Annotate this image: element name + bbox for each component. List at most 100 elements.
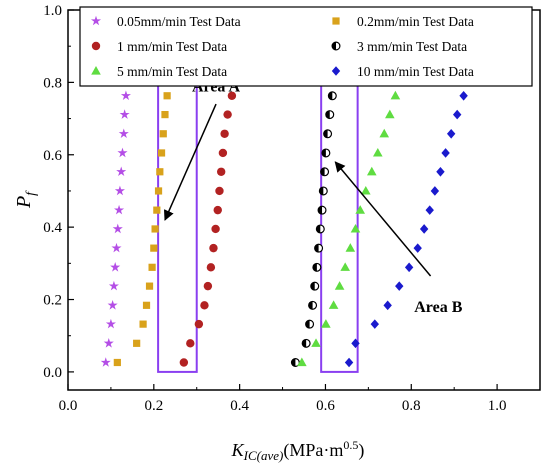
x-tick-label: 0.0 [59,398,78,414]
data-point [111,242,122,253]
data-point [223,110,232,119]
data-point [318,186,328,196]
data-point [311,338,321,347]
legend-box [79,6,533,87]
legend-marker [90,15,102,26]
data-point [108,280,119,291]
y-axis-label: Pf [13,190,39,209]
legend-item: 10 mm/min Test Data [331,64,474,79]
y-axis: 0.0 0.2 0.4 0.6 0.8 1.0 [43,3,74,381]
data-point [107,300,118,310]
x-tick-label: 0.2 [144,398,163,414]
data-point [116,166,127,177]
data-point [133,339,141,347]
legend-marker [91,41,101,51]
data-point [148,263,156,271]
data-point [351,338,360,349]
data-point [321,319,331,328]
y-tick-label: 1.0 [43,3,62,19]
area-a-arrow [163,103,217,221]
data-point [385,109,395,119]
data-point [227,91,237,100]
legend-label: 0.2mm/min Test Data [357,14,474,29]
data-point [100,357,111,367]
data-point [110,262,121,272]
data-point [370,319,379,329]
data-point [419,224,429,234]
data-point [413,243,422,253]
data-point [360,185,371,195]
data-point [355,205,366,214]
data-point [105,318,116,329]
data-point [452,109,462,120]
x-tick-label: 1.0 [488,398,507,414]
data-point [139,320,147,328]
data-point [215,186,224,196]
x-axis: 0.0 0.2 0.4 0.6 0.8 1.0 [59,384,507,414]
data-point [218,148,228,158]
legend-marker [332,17,340,25]
data-point [203,281,213,291]
data-point [151,225,159,233]
legend-item: 1 mm/min Test Data [91,39,227,54]
data-point [345,243,356,252]
data-point [297,357,307,367]
data-point [114,204,125,215]
legend-label: 0.05mm/min Test Data [117,14,241,29]
legend-item: 5 mm/min Test Data [91,64,227,79]
data-point [186,339,195,348]
data-point [120,90,131,101]
data-point [206,263,216,272]
data-point [211,224,220,234]
legend-item: 0.05mm/min Test Data [90,14,241,29]
legend-label: 10 mm/min Test Data [357,64,474,79]
data-point [441,148,450,158]
data-point [157,149,166,157]
area-b-label: Area B [414,299,462,316]
data-point [317,205,327,215]
data-point [114,185,125,196]
data-point [216,167,226,176]
data-point [327,91,337,101]
data-point [312,262,322,272]
data-point [154,187,163,195]
legend-label: 1 mm/min Test Data [117,39,227,54]
data-point [315,224,325,234]
data-point [314,243,324,253]
data-point [373,147,383,157]
legend-marker [91,66,101,75]
data-point [425,205,434,215]
y-tick-label: 0.0 [43,365,62,381]
data-point [308,300,318,310]
data-point [142,301,151,309]
data-point [209,243,218,253]
x-tick-label: 0.8 [402,398,421,414]
legend-item: 3 mm/min Test Data [331,39,467,54]
data-point [328,300,339,309]
area-b-arrow [334,161,432,277]
data-point [145,282,154,290]
data-point [366,166,377,176]
data-point [395,281,404,291]
legend-item: 0.2mm/min Test Data [332,14,474,29]
y-tick-label: 0.6 [43,148,62,164]
data-point [112,223,123,234]
data-point [430,186,440,196]
data-point [446,128,456,139]
data-point [153,206,161,214]
data-point [220,129,229,138]
data-point [194,319,204,329]
data-point [113,358,121,367]
data-point [436,166,445,177]
data-point [459,90,468,101]
legend-marker [331,66,341,76]
legend-label: 3 mm/min Test Data [357,39,467,54]
y-tick-label: 0.4 [43,220,62,236]
data-point [213,205,222,215]
y-tick-label: 0.2 [43,293,62,309]
data-point [156,168,164,176]
data-point [323,129,333,139]
data-point [390,90,401,100]
